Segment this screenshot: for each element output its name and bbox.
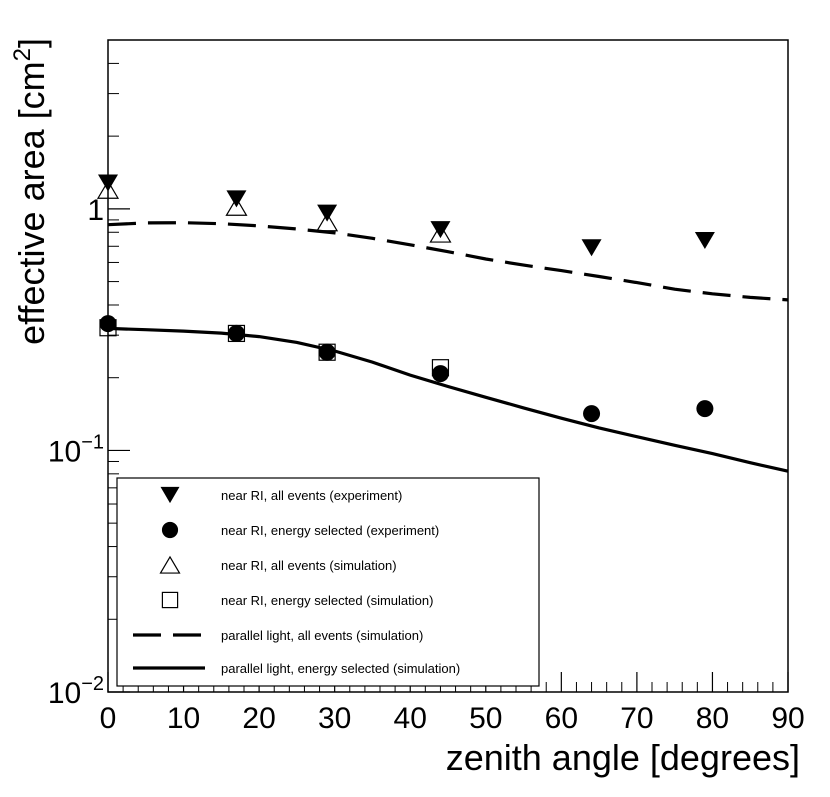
x-tick-label: 20 bbox=[242, 702, 275, 735]
series-1-point bbox=[430, 221, 451, 239]
x-tick-label: 70 bbox=[620, 702, 653, 735]
series-2-point bbox=[431, 365, 449, 383]
legend-label-3: near RI, all events (simulation) bbox=[221, 558, 397, 573]
x-tick-label: 90 bbox=[771, 702, 804, 735]
series-2-point bbox=[696, 400, 714, 418]
series-curve-5 bbox=[107, 221, 789, 302]
plot-frame bbox=[107, 39, 789, 693]
series-2-point bbox=[318, 343, 336, 361]
legend-label-2: near RI, energy selected (experiment) bbox=[221, 523, 439, 538]
series-3-point bbox=[96, 180, 120, 199]
series-3-point bbox=[429, 223, 452, 243]
legend-marker-1 bbox=[160, 486, 180, 504]
series-1-point bbox=[694, 231, 715, 249]
x-tick-label: 30 bbox=[318, 702, 351, 735]
legend-marker-2 bbox=[161, 521, 179, 539]
x-axis-title: zenith angle [degrees] bbox=[446, 737, 800, 778]
series-2-point bbox=[99, 315, 117, 333]
x-tick-label: 40 bbox=[394, 702, 427, 735]
y-tick-label: 10−1 bbox=[48, 431, 104, 468]
legend-label-5: parallel light, all events (simulation) bbox=[221, 628, 423, 643]
series-4-point bbox=[318, 343, 336, 361]
series-curve-6 bbox=[107, 326, 789, 473]
series-4-point bbox=[99, 319, 117, 337]
legend-label-4: near RI, energy selected (simulation) bbox=[221, 593, 433, 608]
y-tick-label: 10−2 bbox=[48, 673, 104, 710]
y-tick-label: 1 bbox=[87, 194, 104, 227]
x-tick-label: 10 bbox=[167, 702, 200, 735]
legend-label-6: parallel light, energy selected (simulat… bbox=[221, 661, 460, 676]
series-3-point bbox=[316, 212, 339, 232]
legend-marker-3 bbox=[159, 555, 181, 574]
x-tick-label: 0 bbox=[100, 702, 117, 735]
legend-marker-4 bbox=[161, 591, 179, 609]
series-2-point bbox=[227, 324, 245, 342]
legend-label-1: near RI, all events (experiment) bbox=[221, 488, 402, 503]
x-tick-label: 60 bbox=[545, 702, 578, 735]
series-4-point bbox=[431, 359, 450, 377]
x-tick-label: 50 bbox=[469, 702, 502, 735]
series-3-point bbox=[225, 197, 248, 216]
y-axis-title: effective area [cm2] bbox=[9, 38, 52, 345]
series-1-point bbox=[98, 174, 118, 192]
legend-box bbox=[116, 477, 540, 687]
series-4-point bbox=[227, 324, 246, 343]
series-1-point bbox=[581, 239, 602, 257]
x-tick-label: 80 bbox=[696, 702, 729, 735]
series-2-point bbox=[583, 405, 601, 423]
